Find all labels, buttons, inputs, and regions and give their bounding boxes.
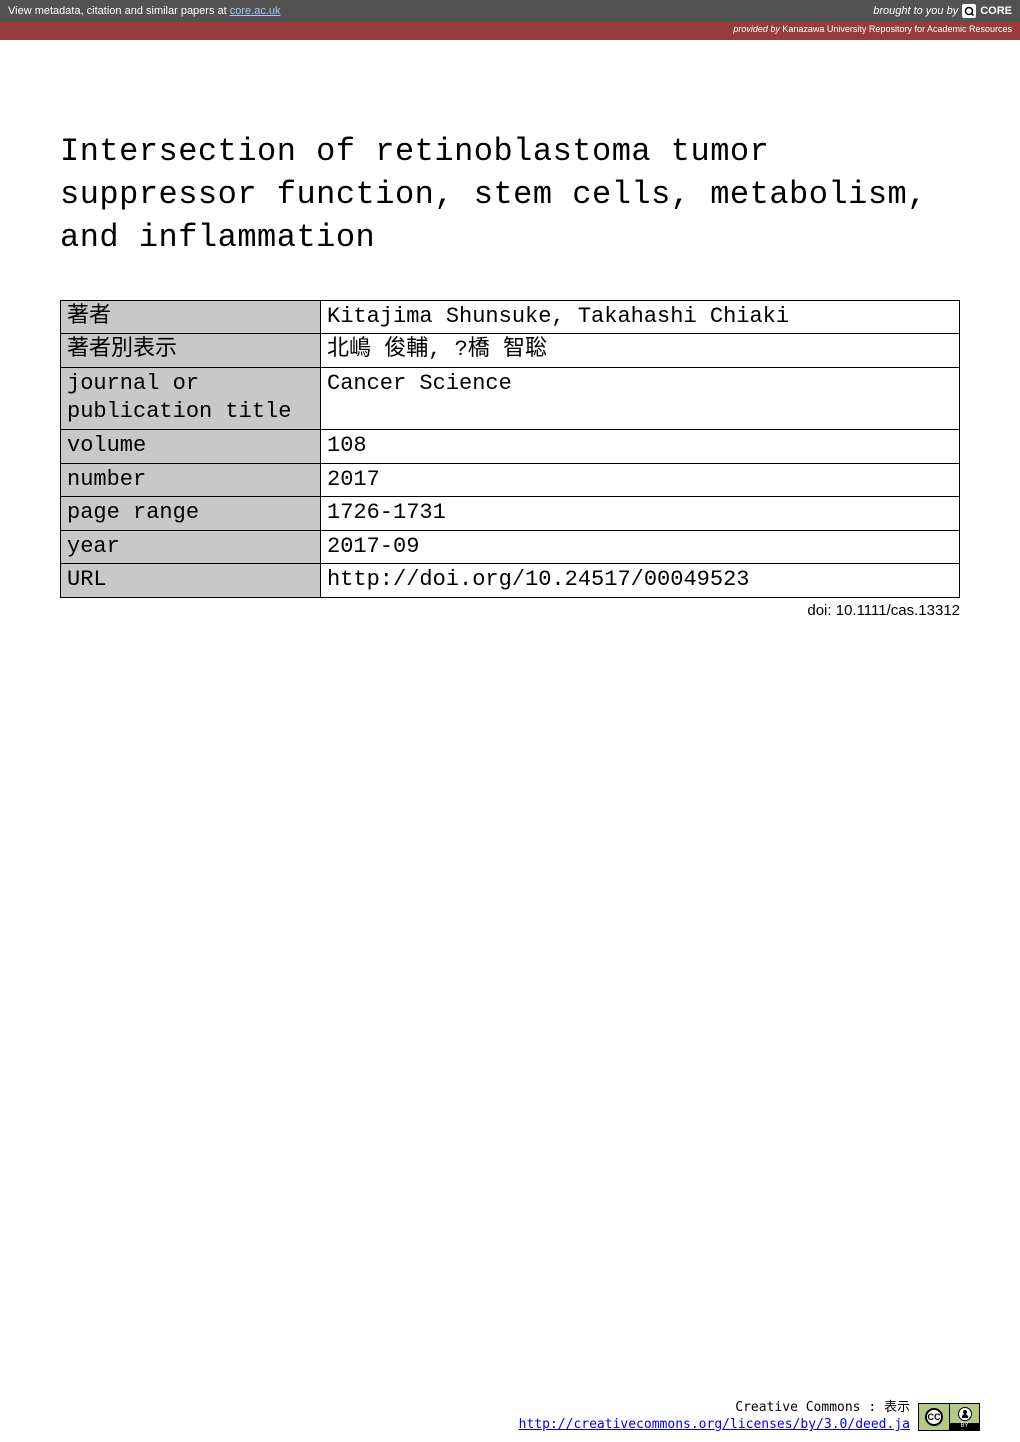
cc-badge-icon: CC BY [918,1403,980,1431]
paper-title: Intersection of retinoblastoma tumor sup… [60,130,980,260]
cc-badge-right: BY [949,1404,979,1430]
provided-by-bar: provided by Kanazawa University Reposito… [0,22,1020,40]
brought-to-you-label: brought to you by [873,5,958,17]
page-content: Intersection of retinoblastoma tumor sup… [0,40,1020,619]
core-bar-left: View metadata, citation and similar pape… [8,5,281,17]
meta-value: 2017-09 [321,530,960,564]
footer-text: Creative Commons : 表示 http://creativecom… [519,1400,910,1434]
meta-value: Kitajima Shunsuke, Takahashi Chiaki [321,300,960,334]
provided-by-label: provided by [733,24,782,34]
footer: Creative Commons : 表示 http://creativecom… [519,1400,980,1434]
meta-label: volume [61,429,321,463]
by-icon-wrap [958,1404,972,1423]
table-row: number 2017 [61,463,960,497]
core-logo-icon [962,4,976,18]
core-bar-right: brought to you by CORE [873,4,1012,18]
table-row: journal or publication title Cancer Scie… [61,367,960,429]
by-label: BY [950,1423,979,1430]
doi-line: doi: 10.1111/cas.13312 [60,602,960,619]
cc-badge-left: CC [919,1404,949,1430]
core-brand-text: CORE [980,5,1012,17]
core-metadata-bar: View metadata, citation and similar pape… [0,0,1020,22]
meta-value: http://doi.org/10.24517/00049523 [321,564,960,598]
meta-value: 北嶋 俊輔, ?橋 智聡 [321,334,960,368]
metadata-table: 著者 Kitajima Shunsuke, Takahashi Chiaki 著… [60,300,960,598]
cc-circle-icon: CC [925,1408,943,1426]
meta-label: 著者別表示 [61,334,321,368]
meta-label: number [61,463,321,497]
table-row: page range 1726-1731 [61,497,960,531]
meta-label: year [61,530,321,564]
cc-license-link[interactable]: http://creativecommons.org/licenses/by/3… [519,1417,910,1432]
meta-value: 108 [321,429,960,463]
core-bar-prefix: View metadata, citation and similar pape… [8,5,230,17]
by-person-icon [958,1407,972,1421]
provided-by-source: Kanazawa University Repository for Acade… [782,24,1012,34]
table-row: 著者別表示 北嶋 俊輔, ?橋 智聡 [61,334,960,368]
meta-value: Cancer Science [321,367,960,429]
cc-license-label: Creative Commons : 表示 [519,1400,910,1417]
meta-value: 1726-1731 [321,497,960,531]
meta-value: 2017 [321,463,960,497]
table-row: year 2017-09 [61,530,960,564]
table-row: 著者 Kitajima Shunsuke, Takahashi Chiaki [61,300,960,334]
meta-label: journal or publication title [61,367,321,429]
meta-label: 著者 [61,300,321,334]
core-link[interactable]: core.ac.uk [230,5,281,17]
meta-label: URL [61,564,321,598]
meta-label: page range [61,497,321,531]
table-row: URL http://doi.org/10.24517/00049523 [61,564,960,598]
table-row: volume 108 [61,429,960,463]
